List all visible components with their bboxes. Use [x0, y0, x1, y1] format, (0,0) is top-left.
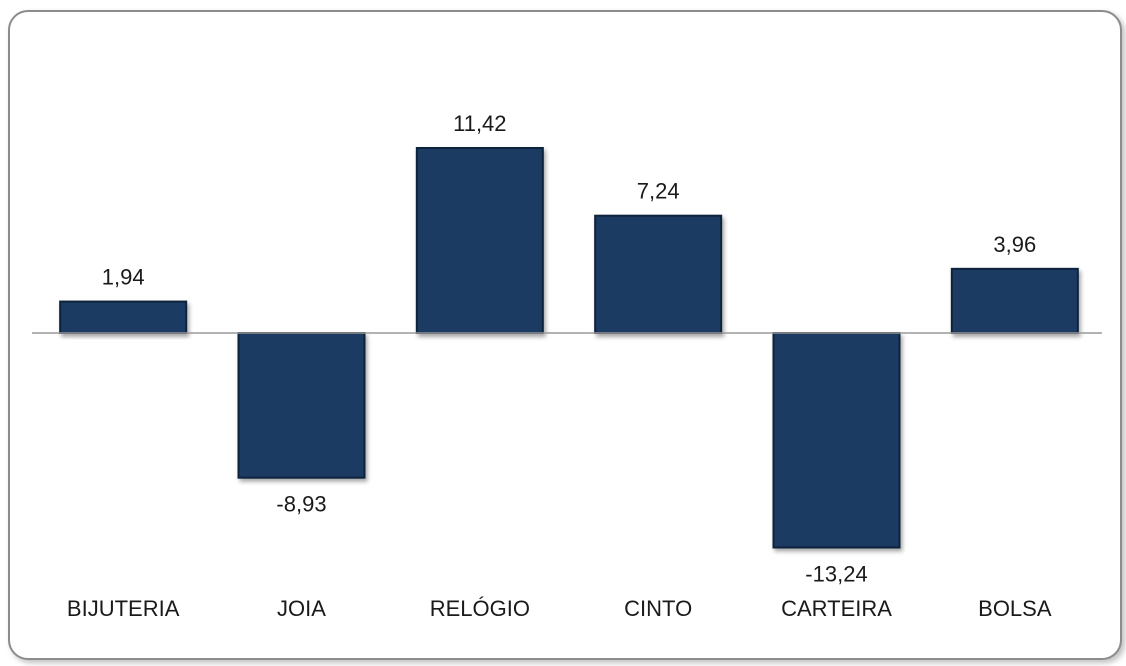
- bar-joia: [237, 332, 366, 479]
- bar-relógio: [415, 146, 544, 334]
- data-label-cinto: 7,24: [637, 179, 680, 204]
- category-label-cinto: CINTO: [624, 596, 692, 621]
- data-label-relógio: 11,42: [453, 111, 506, 136]
- data-label-bijuteria: 1,94: [102, 265, 145, 290]
- data-label-joia: -8,93: [276, 492, 326, 517]
- category-label-joia: JOIA: [277, 596, 326, 621]
- category-label-bolsa: BOLSA: [978, 596, 1052, 621]
- data-label-bolsa: 3,96: [993, 232, 1036, 257]
- bar-bolsa: [950, 267, 1079, 334]
- category-label-bijuteria: BIJUTERIA: [67, 596, 180, 621]
- bar-bijuteria: [59, 300, 188, 334]
- category-label-carteira: CARTEIRA: [781, 596, 892, 621]
- category-label-relógio: RELÓGIO: [430, 596, 530, 621]
- bar-cinto: [594, 214, 723, 335]
- bar-carteira: [772, 332, 901, 549]
- data-label-carteira: -13,24: [805, 561, 867, 586]
- chart-frame: [8, 10, 1122, 660]
